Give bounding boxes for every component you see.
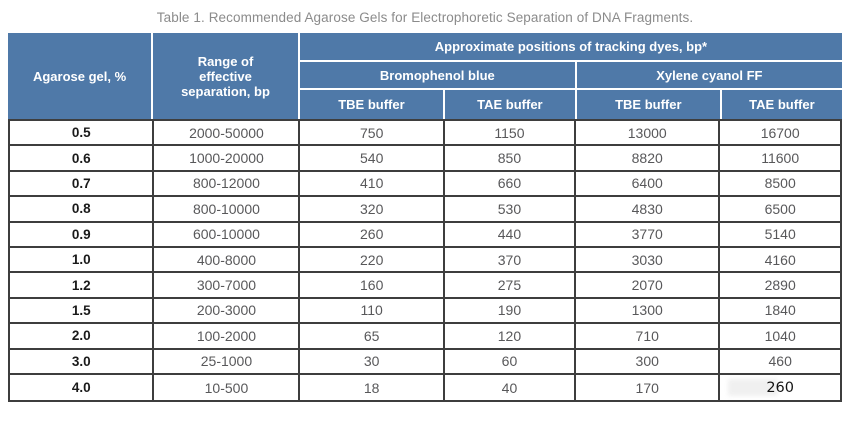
cell-bromophenol-tbe: 540 — [300, 146, 445, 172]
cell-xylene-tae: 2890 — [720, 273, 840, 299]
cell-gel-percent: 1.5 — [10, 298, 155, 325]
cell-separation-range: 25-1000 — [154, 349, 301, 375]
cell-xylene-tbe: 3770 — [576, 222, 721, 248]
header-bromophenol-blue: Bromophenol blue — [299, 62, 577, 90]
cell-separation-range: 10-500 — [154, 374, 301, 401]
cell-bromophenol-tbe: 110 — [300, 298, 445, 325]
table-body: 0.5 2000-50000 750 1150 13000 16700 0.6 … — [8, 119, 842, 403]
cell-xylene-tbe: 4830 — [576, 197, 721, 223]
cell-separation-range: 300-7000 — [154, 273, 301, 299]
cell-bromophenol-tae: 660 — [444, 171, 577, 198]
cell-bromophenol-tbe: 320 — [300, 197, 445, 223]
cell-bromophenol-tae: 850 — [444, 146, 577, 172]
cell-bromophenol-tae: 120 — [444, 324, 577, 350]
header-tbe-buffer-xylene: TBE buffer — [576, 90, 722, 119]
cell-gel-percent: 0.6 — [10, 146, 155, 172]
cell-gel-percent: 0.5 — [10, 121, 155, 147]
cell-gel-percent: 3.0 — [10, 349, 155, 375]
header-tbe-buffer-bromophenol: TBE buffer — [299, 90, 445, 119]
cell-xylene-tbe: 3030 — [576, 247, 721, 274]
cell-bromophenol-tbe: 410 — [300, 171, 445, 198]
cell-bromophenol-tbe: 220 — [300, 247, 445, 274]
cell-gel-percent: 0.7 — [10, 171, 155, 198]
cell-xylene-tae: 260 — [720, 374, 840, 401]
cell-gel-percent: 0.9 — [10, 222, 155, 248]
cell-bromophenol-tbe: 160 — [300, 273, 445, 299]
cell-xylene-tae: 1040 — [720, 324, 840, 350]
cell-xylene-tbe: 8820 — [576, 146, 721, 172]
header-agarose-gel: Agarose gel, % — [8, 33, 154, 119]
cell-xylene-tae: 4160 — [720, 247, 840, 274]
cell-xylene-tbe: 2070 — [576, 273, 721, 299]
cell-gel-percent: 4.0 — [10, 374, 155, 401]
header-tae-buffer-bromophenol: TAE buffer — [445, 90, 577, 119]
cell-gel-percent: 1.2 — [10, 273, 155, 299]
cell-gel-percent: 1.0 — [10, 247, 155, 274]
cell-bromophenol-tae: 370 — [444, 247, 577, 274]
cell-separation-range: 100-2000 — [154, 324, 301, 350]
cell-separation-range: 800-12000 — [154, 171, 301, 198]
cell-separation-range: 2000-50000 — [154, 121, 301, 147]
cell-xylene-tbe: 1300 — [576, 298, 721, 325]
header-range-of-separation: Range of effective separation, bp — [153, 33, 300, 119]
cell-value: 260 — [766, 379, 795, 396]
cell-separation-range: 400-8000 — [154, 247, 301, 274]
cell-gel-percent: 0.8 — [10, 197, 155, 223]
cell-bromophenol-tae: 190 — [444, 298, 577, 325]
cell-gel-percent: 2.0 — [10, 324, 155, 350]
header-tracking-dyes: Approximate positions of tracking dyes, … — [299, 33, 842, 62]
header-tae-buffer-xylene: TAE buffer — [721, 90, 842, 119]
table-title: Table 1. Recommended Agarose Gels for El… — [156, 10, 694, 25]
cell-bromophenol-tae: 440 — [444, 222, 577, 248]
agarose-gel-table: Agarose gel, % Range of effective separa… — [8, 33, 842, 403]
cell-xylene-tae: 16700 — [720, 121, 840, 147]
cell-xylene-tbe: 710 — [576, 324, 721, 350]
cell-xylene-tae: 11600 — [720, 146, 840, 172]
cell-xylene-tae: 5140 — [720, 222, 840, 248]
cell-separation-range: 800-10000 — [154, 197, 301, 223]
cell-bromophenol-tbe: 30 — [300, 349, 445, 375]
table-header: Agarose gel, % Range of effective separa… — [8, 33, 842, 119]
cell-bromophenol-tae: 60 — [444, 349, 577, 375]
edit-artifact — [727, 379, 778, 396]
cell-bromophenol-tbe: 260 — [300, 222, 445, 248]
cell-bromophenol-tae: 40 — [444, 374, 577, 401]
cell-bromophenol-tbe: 18 — [300, 374, 445, 401]
cell-xylene-tbe: 13000 — [576, 121, 721, 147]
cell-separation-range: 1000-20000 — [154, 146, 301, 172]
header-xylene-cyanol-ff: Xylene cyanol FF — [576, 62, 842, 90]
cell-xylene-tae: 460 — [720, 349, 840, 375]
cell-bromophenol-tae: 275 — [444, 273, 577, 299]
cell-bromophenol-tae: 1150 — [444, 121, 577, 147]
cell-xylene-tae: 1840 — [720, 298, 840, 325]
cell-separation-range: 600-10000 — [154, 222, 301, 248]
cell-separation-range: 200-3000 — [154, 298, 301, 325]
cell-xylene-tae: 6500 — [720, 197, 840, 223]
cell-xylene-tbe: 6400 — [576, 171, 721, 198]
cell-xylene-tae: 8500 — [720, 171, 840, 198]
cell-xylene-tbe: 170 — [576, 374, 721, 401]
cell-bromophenol-tbe: 750 — [300, 121, 445, 147]
cell-bromophenol-tbe: 65 — [300, 324, 445, 350]
cell-xylene-tbe: 300 — [576, 349, 721, 375]
cell-bromophenol-tae: 530 — [444, 197, 577, 223]
